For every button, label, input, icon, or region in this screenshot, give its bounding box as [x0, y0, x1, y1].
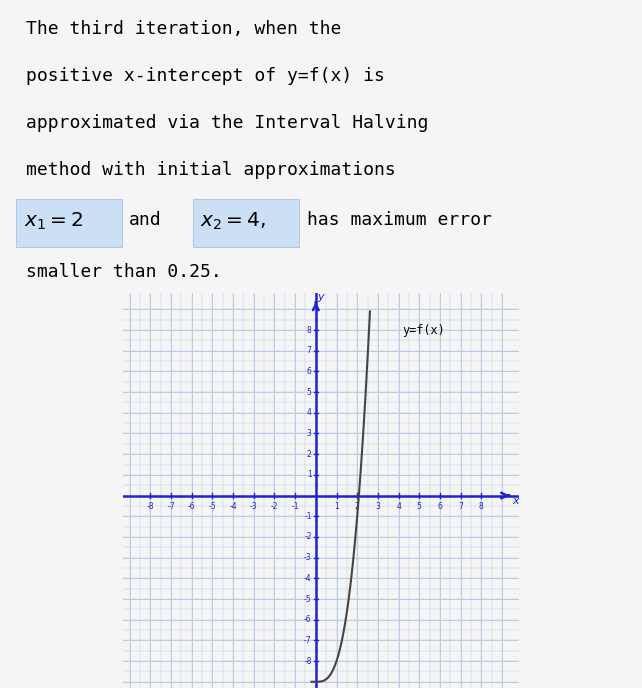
Text: -7: -7: [167, 502, 175, 510]
Text: 6: 6: [307, 367, 311, 376]
Text: -8: -8: [146, 502, 154, 510]
Text: -2: -2: [304, 533, 311, 541]
Text: positive x-intercept of y=f(x) is: positive x-intercept of y=f(x) is: [26, 67, 385, 85]
Text: -7: -7: [304, 636, 311, 645]
FancyBboxPatch shape: [193, 199, 299, 248]
Text: 3: 3: [376, 502, 380, 510]
Text: 5: 5: [307, 387, 311, 396]
Text: $x_2 = 4,$: $x_2 = 4,$: [200, 211, 266, 232]
Text: -2: -2: [271, 502, 278, 510]
Text: -5: -5: [304, 594, 311, 603]
Text: and: and: [128, 211, 161, 229]
Text: y=f(x): y=f(x): [403, 324, 446, 337]
Text: 4: 4: [307, 408, 311, 418]
Text: 5: 5: [417, 502, 422, 510]
Text: The third iteration, when the: The third iteration, when the: [26, 21, 341, 39]
Text: 8: 8: [479, 502, 483, 510]
Text: 1: 1: [334, 502, 339, 510]
Text: smaller than 0.25.: smaller than 0.25.: [26, 264, 221, 281]
Text: -1: -1: [304, 512, 311, 521]
Text: 4: 4: [396, 502, 401, 510]
Text: -6: -6: [304, 615, 311, 624]
Text: x: x: [512, 496, 519, 506]
Text: 2: 2: [307, 450, 311, 459]
Text: 6: 6: [438, 502, 442, 510]
Text: -5: -5: [209, 502, 216, 510]
Text: -8: -8: [304, 656, 311, 665]
Text: -4: -4: [229, 502, 237, 510]
Text: method with initial approximations: method with initial approximations: [26, 161, 395, 179]
Text: 7: 7: [458, 502, 463, 510]
Text: y: y: [318, 292, 324, 302]
Text: -6: -6: [188, 502, 195, 510]
FancyBboxPatch shape: [16, 199, 122, 248]
Text: approximated via the Interval Halving: approximated via the Interval Halving: [26, 114, 428, 132]
Text: has maximum error: has maximum error: [307, 211, 492, 229]
Text: 8: 8: [307, 325, 311, 334]
Text: 3: 3: [307, 429, 311, 438]
Text: -1: -1: [291, 502, 299, 510]
Text: -4: -4: [304, 574, 311, 583]
Text: 1: 1: [307, 471, 311, 480]
Text: 2: 2: [355, 502, 360, 510]
Text: $x_1 = 2$: $x_1 = 2$: [24, 211, 84, 232]
Text: -3: -3: [250, 502, 257, 510]
Text: 7: 7: [307, 346, 311, 355]
Text: -3: -3: [304, 553, 311, 562]
